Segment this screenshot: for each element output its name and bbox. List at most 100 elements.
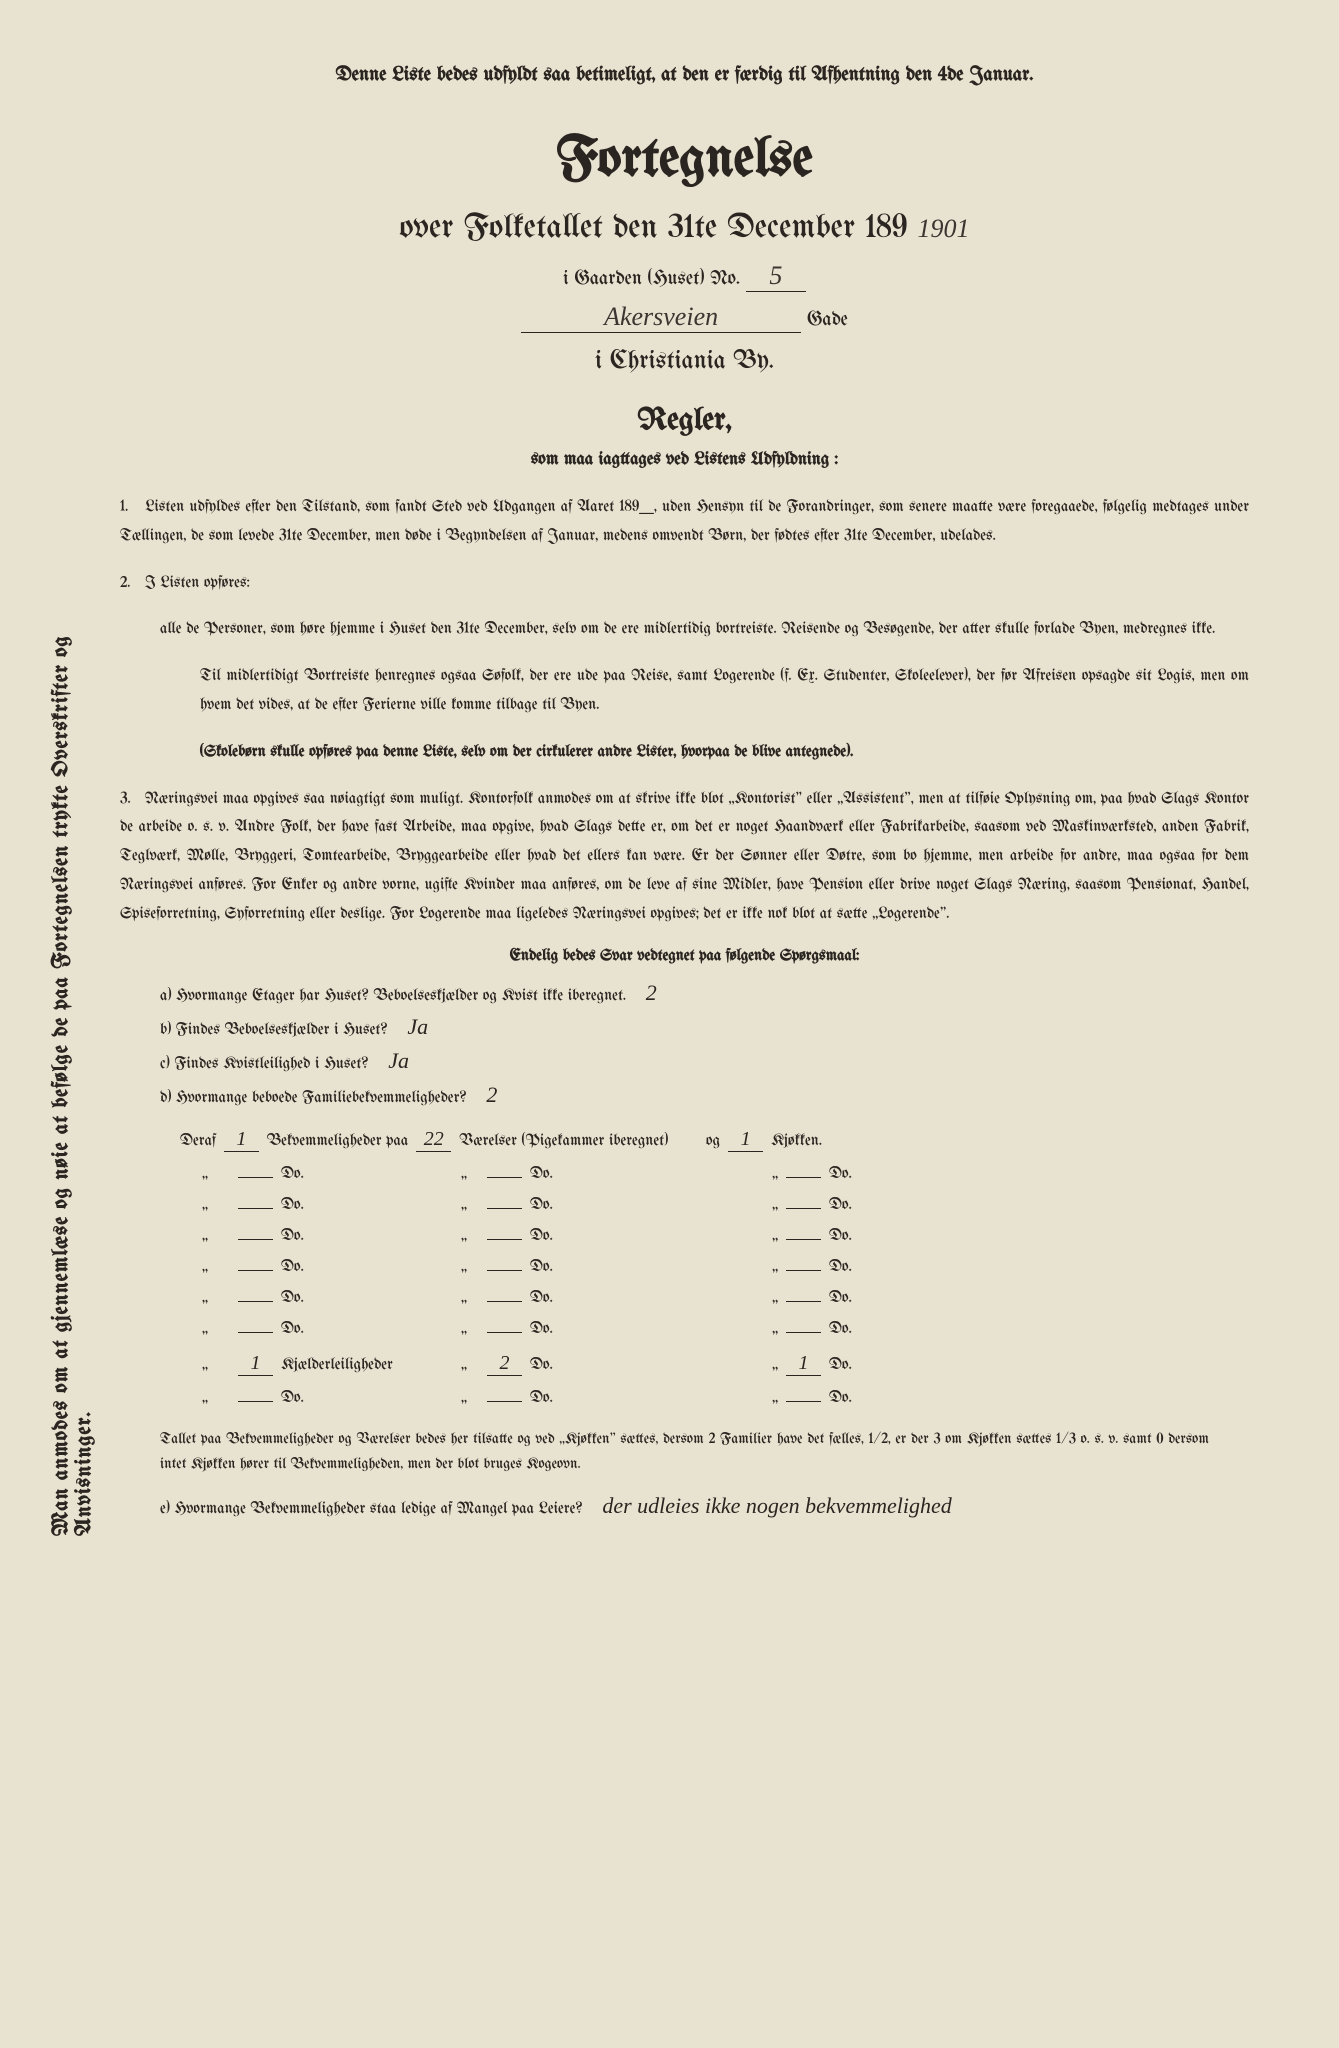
tr-c1: „ (180, 1357, 230, 1374)
tr-c9: Do. (829, 1166, 852, 1183)
top-note: Denne Liste bedes udfyldt saa betimeligt… (120, 60, 1249, 92)
main-title: Fortegnelse (120, 132, 1249, 190)
question-c: c) Findes Kvistleilighed i Huset? Ja (160, 1048, 1249, 1074)
tr-c4: „ (449, 1228, 479, 1245)
tr-c5 (487, 1177, 522, 1178)
tr-c4: „ (449, 1166, 479, 1183)
tr-c6: Do. (530, 1259, 590, 1276)
question-e: e) Hvormange Bekvemmeligheder staa ledig… (160, 1493, 1249, 1519)
th-deraf: Deraf (180, 1133, 216, 1150)
tr-c2 (238, 1270, 273, 1271)
subtitle-pre: over Folketallet den 31te December 189 (400, 210, 908, 246)
year-handwritten: 1901 (917, 214, 969, 243)
tr-c3: Do. (281, 1259, 441, 1276)
tr-c8: 1 (786, 1352, 821, 1376)
table-header-row: Deraf 1 Bekvemmeligheder paa 22 Værelser… (180, 1128, 1249, 1152)
sidebar-vertical-text: Man anmodes om at gjennemlæse og nøie at… (50, 512, 96, 1536)
table-row: „ Do. „ Do. „ Do. (180, 1197, 1249, 1214)
house-label: i Gaarden (Huset) No. (563, 269, 740, 290)
tr-c1: „ (180, 1259, 230, 1276)
city-line: i Christiania By. (120, 348, 1249, 375)
tr-c5 (487, 1239, 522, 1240)
tr-c3: Kjælderleiligheder (281, 1357, 441, 1374)
question-b: b) Findes Beboelseskjælder i Huset? Ja (160, 1014, 1249, 1040)
tr-c3: Do. (281, 1290, 441, 1307)
tr-c2 (238, 1401, 273, 1402)
tr-c5 (487, 1208, 522, 1209)
table-row: „ Do. „ Do. „ Do. (180, 1321, 1249, 1338)
tr-c2 (238, 1301, 273, 1302)
tr-c9: Do. (829, 1259, 852, 1276)
tr-c7: „ (598, 1228, 778, 1245)
tr-c7: „ (598, 1357, 778, 1374)
questions-section: Endelig bedes Svar vedtegnet paa følgend… (120, 948, 1249, 1108)
tr-c7: „ (598, 1259, 778, 1276)
rule-1-text: Listen udfyldes efter den Tilstand, som … (120, 499, 1249, 545)
answer-d: 2 (486, 1082, 497, 1107)
tr-c4: „ (449, 1259, 479, 1276)
table-row: „ Do. „ Do. „ Do. (180, 1228, 1249, 1245)
rule-1: 1. Listen udfyldes efter den Tilstand, s… (120, 494, 1249, 552)
subtitle: over Folketallet den 31te December 189 1… (120, 210, 1249, 246)
tr-c7: „ (598, 1290, 778, 1307)
tr-c8 (786, 1208, 821, 1209)
bottom-note: Tallet paa Bekvemmeligheder og Værelser … (160, 1427, 1209, 1478)
tr-c9: Do. (829, 1357, 852, 1374)
tr-c8 (786, 1301, 821, 1302)
tr-c6: Do. (530, 1290, 590, 1307)
table-row: „ 1 Kjælderleiligheder „ 2 Do. „ 1 Do. (180, 1352, 1249, 1376)
tr-c6: Do. (530, 1166, 590, 1183)
tr-c3: Do. (281, 1228, 441, 1245)
rule-3-text: Næringsvei maa opgives saa nøiagtigt som… (120, 791, 1249, 923)
tr-c3: Do. (281, 1321, 441, 1338)
tr-c4: „ (449, 1197, 479, 1214)
question-a-text: a) Hvormange Etager har Huset? Beboelses… (160, 988, 626, 1005)
tr-c5 (487, 1270, 522, 1271)
tr-c8 (786, 1239, 821, 1240)
table-row: „ Do. „ Do. „ Do. (180, 1390, 1249, 1407)
rule-2-sub3: (Skolebørn skulle opføres paa denne List… (200, 739, 1249, 768)
tr-c8 (786, 1332, 821, 1333)
street-name: Akersveien (521, 302, 801, 333)
tr-c8 (786, 1177, 821, 1178)
answer-b: Ja (407, 1014, 428, 1039)
question-c-text: c) Findes Kvistleilighed i Huset? (160, 1056, 369, 1073)
tr-c5: 2 (487, 1352, 522, 1376)
tr-c1: „ (180, 1166, 230, 1183)
answer-e: der udleies ikke nogen bekvemmelighed (602, 1493, 951, 1518)
question-a: a) Hvormange Etager har Huset? Beboelses… (160, 980, 1249, 1006)
street-line: Akersveien Gade (120, 302, 1249, 333)
tr-c6: Do. (530, 1357, 590, 1374)
table-body: „ Do. „ Do. „ Do. „ Do. „ Do. „ Do. „ Do… (180, 1166, 1249, 1407)
tr-c4: „ (449, 1321, 479, 1338)
tr-c7: „ (598, 1321, 778, 1338)
house-line: i Gaarden (Huset) No. 5 (120, 261, 1249, 292)
table-row: „ Do. „ Do. „ Do. (180, 1290, 1249, 1307)
tr-c1: „ (180, 1290, 230, 1307)
street-suffix: Gade (807, 310, 848, 331)
rule-2: 2. I Listen opføres: (120, 570, 1249, 599)
th-label1: Bekvemmeligheder paa (267, 1133, 408, 1150)
question-e-text: e) Hvormange Bekvemmeligheder staa ledig… (160, 1501, 583, 1518)
rule-2-sub1: alle de Personer, som høre hjemme i Huse… (160, 616, 1249, 645)
tr-c9: Do. (829, 1228, 852, 1245)
tr-c2 (238, 1208, 273, 1209)
th-label3: Kjøkken. (771, 1133, 822, 1150)
tr-c9: Do. (829, 1390, 852, 1407)
rule-num-3: 3. (120, 786, 140, 815)
tr-c4: „ (449, 1290, 479, 1307)
tr-c1: „ (180, 1321, 230, 1338)
th-label2: Værelser (Pigekammer iberegnet) (459, 1133, 668, 1150)
tr-c9: Do. (829, 1321, 852, 1338)
rule-2-sub2: Til midlertidigt Bortreiste henregnes og… (200, 663, 1249, 721)
tr-c9: Do. (829, 1290, 852, 1307)
tr-c3: Do. (281, 1390, 441, 1407)
tr-c4: „ (449, 1357, 479, 1374)
rule-num-1: 1. (120, 494, 140, 523)
table-row: „ Do. „ Do. „ Do. (180, 1259, 1249, 1276)
tr-c7: „ (598, 1390, 778, 1407)
tr-c1: „ (180, 1197, 230, 1214)
tr-c5 (487, 1301, 522, 1302)
tr-c8 (786, 1401, 821, 1402)
tr-c4: „ (449, 1390, 479, 1407)
